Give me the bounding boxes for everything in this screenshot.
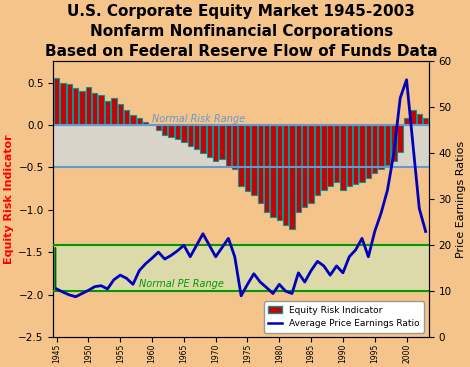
Bar xyxy=(111,98,117,125)
Bar xyxy=(67,84,72,125)
Bar xyxy=(213,125,219,161)
Bar xyxy=(385,125,390,165)
Bar xyxy=(162,125,167,135)
Bar xyxy=(315,125,320,195)
Legend: Equity Risk Indicator, Average Price Earnings Ratio: Equity Risk Indicator, Average Price Ear… xyxy=(264,301,424,333)
Bar xyxy=(188,125,193,146)
Bar xyxy=(308,125,314,203)
Bar xyxy=(54,125,429,167)
Bar xyxy=(302,125,307,207)
Bar xyxy=(73,88,78,125)
Bar xyxy=(378,125,384,169)
Y-axis label: Equity Risk Indicator: Equity Risk Indicator xyxy=(4,134,14,264)
Bar xyxy=(372,125,377,173)
Bar xyxy=(290,125,295,229)
Bar xyxy=(219,125,225,159)
Bar xyxy=(328,125,333,186)
Bar xyxy=(366,125,371,178)
Bar xyxy=(168,125,174,137)
Bar xyxy=(404,118,409,125)
Bar xyxy=(321,125,327,190)
Bar xyxy=(60,83,66,125)
Bar xyxy=(340,125,345,190)
Bar xyxy=(270,125,275,217)
Bar xyxy=(124,110,129,125)
Bar xyxy=(353,125,358,184)
Bar xyxy=(296,125,301,211)
Bar xyxy=(416,114,422,125)
Bar xyxy=(194,125,199,149)
Bar xyxy=(54,245,429,291)
Bar xyxy=(226,125,231,166)
Bar xyxy=(334,125,339,182)
Bar xyxy=(251,125,257,195)
Bar xyxy=(258,125,263,203)
Bar xyxy=(398,125,403,152)
Bar xyxy=(118,104,123,125)
Bar xyxy=(130,115,136,125)
Text: Normal Risk Range: Normal Risk Range xyxy=(152,114,245,124)
Bar xyxy=(143,121,149,125)
Bar xyxy=(156,125,161,130)
Y-axis label: Price Earnings Ratios: Price Earnings Ratios xyxy=(456,141,466,258)
Bar xyxy=(283,125,289,225)
Bar xyxy=(277,125,282,220)
Bar xyxy=(200,125,206,153)
Bar xyxy=(98,95,104,125)
Bar xyxy=(86,87,91,125)
Bar xyxy=(264,125,269,211)
Bar xyxy=(232,125,237,169)
Bar xyxy=(423,118,428,125)
Bar xyxy=(238,125,244,186)
Bar xyxy=(54,78,59,125)
Bar xyxy=(359,125,365,182)
Bar xyxy=(391,125,397,161)
Bar xyxy=(105,101,110,125)
Title: U.S. Corporate Equity Market 1945-2003
Nonfarm Nonfinancial Corporations
Based o: U.S. Corporate Equity Market 1945-2003 N… xyxy=(45,4,438,59)
Bar xyxy=(79,91,85,125)
Text: Normal PE Range: Normal PE Range xyxy=(139,279,224,288)
Bar xyxy=(175,125,180,139)
Bar xyxy=(92,93,97,125)
Bar xyxy=(207,125,212,157)
Bar xyxy=(245,125,250,191)
Bar xyxy=(137,118,142,125)
Bar xyxy=(410,110,415,125)
Bar xyxy=(346,125,352,186)
Bar xyxy=(181,125,187,142)
